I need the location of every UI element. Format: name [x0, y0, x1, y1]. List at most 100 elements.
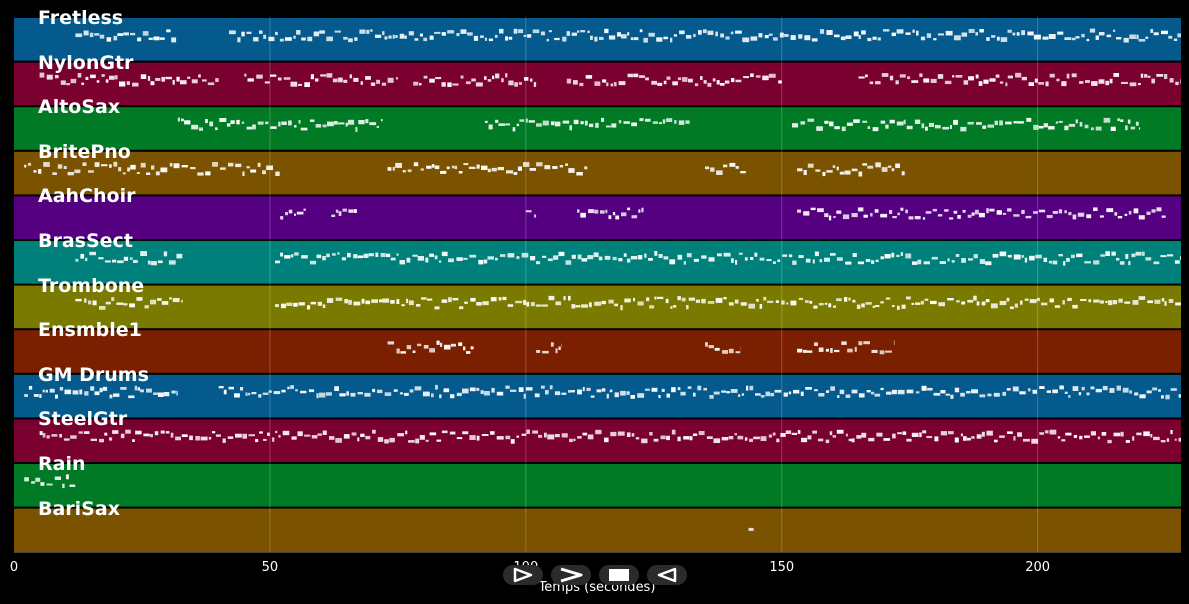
note — [703, 387, 707, 391]
note — [565, 260, 572, 265]
note — [241, 121, 245, 124]
track-notes — [177, 117, 1141, 132]
note — [921, 385, 927, 391]
note — [967, 299, 974, 303]
note — [51, 434, 58, 437]
note — [258, 394, 262, 398]
note — [246, 126, 252, 130]
note — [677, 254, 683, 260]
note — [1048, 260, 1052, 264]
note — [626, 391, 630, 395]
note — [614, 392, 619, 398]
note — [326, 73, 333, 78]
note — [944, 209, 949, 212]
note — [1043, 257, 1048, 262]
note — [222, 438, 226, 443]
note — [319, 30, 325, 34]
note — [187, 76, 191, 79]
note — [308, 389, 315, 393]
note — [930, 300, 937, 305]
note — [920, 36, 926, 41]
note — [968, 258, 973, 261]
note — [123, 303, 128, 306]
note — [707, 82, 712, 87]
note — [840, 36, 846, 41]
note — [624, 298, 631, 303]
note — [1007, 29, 1012, 33]
note — [735, 30, 742, 34]
note — [956, 300, 960, 303]
note — [404, 35, 407, 39]
note — [871, 260, 875, 264]
note — [763, 296, 767, 301]
note — [807, 118, 815, 122]
note — [350, 392, 356, 397]
note — [376, 125, 379, 128]
note — [1101, 432, 1107, 436]
note — [1044, 430, 1049, 434]
stop-button[interactable] — [599, 565, 639, 585]
note — [351, 432, 357, 436]
note — [146, 388, 152, 393]
note — [872, 36, 877, 40]
note — [580, 121, 584, 125]
note — [202, 79, 207, 82]
note — [315, 124, 322, 128]
note — [967, 214, 972, 218]
note — [576, 172, 583, 176]
note — [627, 73, 634, 78]
note — [300, 390, 307, 394]
note — [228, 162, 234, 167]
note — [420, 168, 424, 171]
note — [880, 120, 886, 124]
note — [830, 386, 835, 391]
note — [294, 213, 296, 216]
note — [1075, 119, 1078, 124]
note — [172, 298, 180, 303]
note — [825, 439, 830, 444]
note — [494, 34, 498, 38]
track-lane — [14, 196, 1181, 239]
note — [742, 37, 750, 43]
note — [526, 429, 530, 434]
note — [1064, 37, 1072, 40]
note — [275, 31, 278, 36]
note — [469, 387, 476, 392]
note — [547, 434, 555, 440]
note — [247, 78, 254, 82]
note — [80, 253, 85, 259]
note — [744, 437, 748, 441]
note — [441, 430, 448, 434]
note — [460, 29, 467, 34]
note — [824, 302, 828, 305]
note — [1007, 254, 1012, 258]
note — [1019, 391, 1026, 395]
note — [122, 172, 126, 175]
note — [469, 435, 476, 440]
note — [914, 119, 921, 124]
note — [59, 387, 64, 391]
play-button[interactable] — [503, 565, 543, 585]
note — [688, 78, 693, 83]
note — [710, 167, 715, 172]
note — [169, 162, 173, 167]
rewind-button[interactable] — [647, 565, 687, 585]
note — [1121, 81, 1128, 84]
note — [459, 306, 464, 310]
note — [649, 432, 653, 436]
note — [971, 212, 975, 216]
note — [661, 388, 665, 392]
note — [414, 38, 419, 41]
track-lane — [14, 285, 1181, 329]
note — [726, 391, 730, 394]
note — [510, 389, 517, 392]
note — [1105, 80, 1110, 86]
note — [861, 30, 866, 35]
note — [1147, 300, 1153, 304]
fast-forward-button[interactable] — [551, 565, 591, 585]
note — [1112, 300, 1118, 305]
note — [1116, 385, 1121, 391]
note — [79, 389, 83, 395]
note — [906, 125, 913, 130]
note — [954, 387, 960, 393]
